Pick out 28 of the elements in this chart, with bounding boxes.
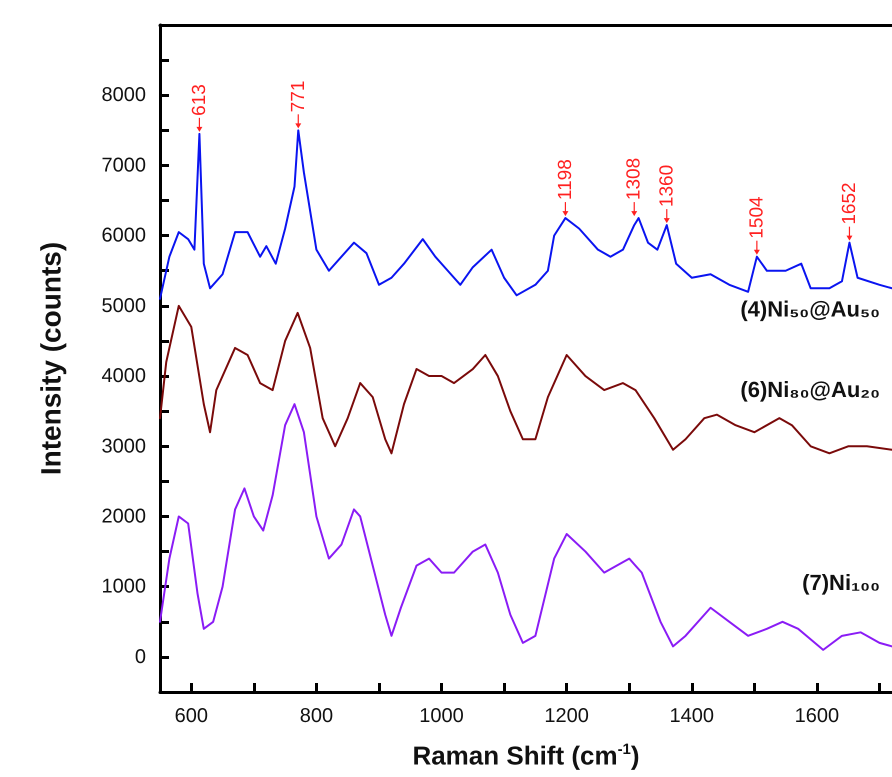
x-tick-label: 1000 [419,705,464,727]
annotation: 771 [288,80,309,112]
y-tick-label: 3000 [102,435,146,458]
y-tick-label: 0 [134,646,146,668]
x-tick-label: 600 [174,705,208,727]
annotation: 1360 [656,164,678,208]
x-tick-label: 800 [300,705,334,727]
line-series [159,129,892,300]
x-tick-label: 1200 [544,705,589,727]
y-tick-label: 8000 [102,84,146,106]
x-tick-label: 1600 [794,705,840,727]
annotation: 613 [188,84,210,116]
line-series [159,403,892,651]
annotation: 1652 [838,182,860,225]
series-label: (7)Ni₁₀₀ [802,570,880,596]
y-tick-label: 2000 [102,505,146,528]
series-label: (4)Ni₅₀@Au₅₀ [740,296,880,322]
y-tick-label: 6000 [102,224,146,247]
x-tick-label: 1400 [670,705,714,727]
y-axis-title: Intensity (counts) [36,242,66,476]
y-tick-label: 4000 [102,365,146,388]
annotation: 1308 [624,158,645,200]
y-tick-label: 5000 [102,294,146,317]
annotation: 1504 [746,196,768,239]
y-tick-label: 1000 [102,576,146,598]
series-label: (6)Ni₈₀@Au₂₀ [740,377,880,402]
y-tick-label: 7000 [102,154,146,176]
annotation: 1198 [554,159,576,200]
